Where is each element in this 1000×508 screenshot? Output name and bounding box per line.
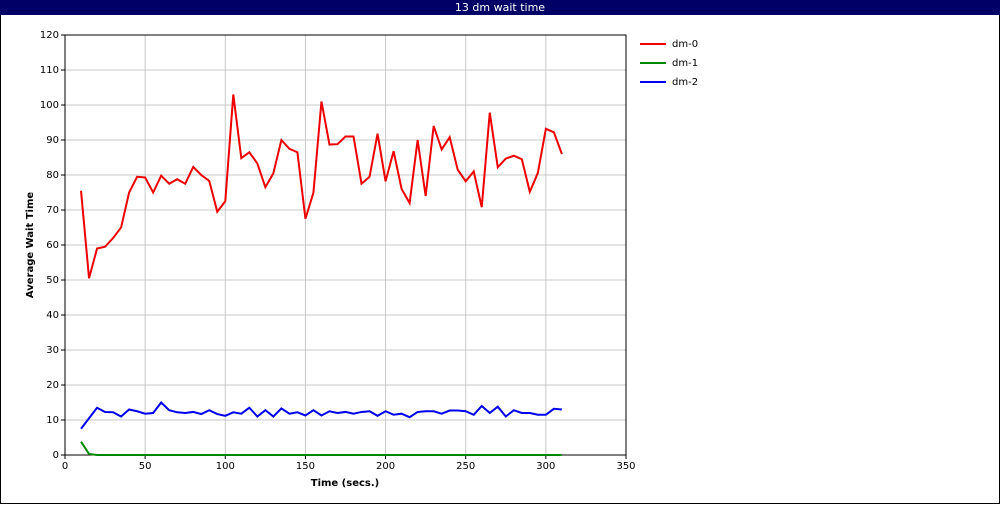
x-tick-label: 50	[139, 461, 152, 472]
chart-title: 13 dm wait time	[455, 1, 545, 14]
y-tick-label: 70	[46, 205, 59, 216]
y-tick-label: 20	[46, 380, 59, 391]
legend-label: dm-2	[672, 77, 698, 88]
y-axis-label: Average Wait Time	[25, 192, 36, 299]
x-tick-label: 100	[216, 461, 235, 472]
y-tick-label: 60	[46, 240, 59, 251]
y-tick-label: 50	[46, 275, 59, 286]
title-bar	[0, 0, 1000, 15]
y-tick-label: 100	[40, 100, 59, 111]
y-tick-label: 90	[46, 135, 59, 146]
series-line	[80, 401, 562, 430]
series-line	[80, 94, 563, 279]
y-tick-label: 10	[46, 415, 59, 426]
y-tick-label: 80	[46, 170, 59, 181]
x-tick-label: 150	[296, 461, 315, 472]
y-tick-label: 40	[46, 310, 59, 321]
y-tick-label: 120	[40, 30, 59, 41]
x-tick-label: 350	[616, 461, 635, 472]
x-tick-label: 300	[536, 461, 555, 472]
y-tick-label: 0	[53, 450, 59, 461]
y-tick-label: 110	[40, 65, 59, 76]
x-tick-label: 0	[62, 461, 68, 472]
x-tick-label: 200	[376, 461, 395, 472]
legend-label: dm-1	[672, 58, 698, 69]
x-tick-label: 250	[456, 461, 475, 472]
x-axis-label: Time (secs.)	[311, 478, 380, 489]
series-line	[80, 441, 562, 456]
legend-label: dm-0	[672, 39, 698, 50]
y-tick-label: 30	[46, 345, 59, 356]
